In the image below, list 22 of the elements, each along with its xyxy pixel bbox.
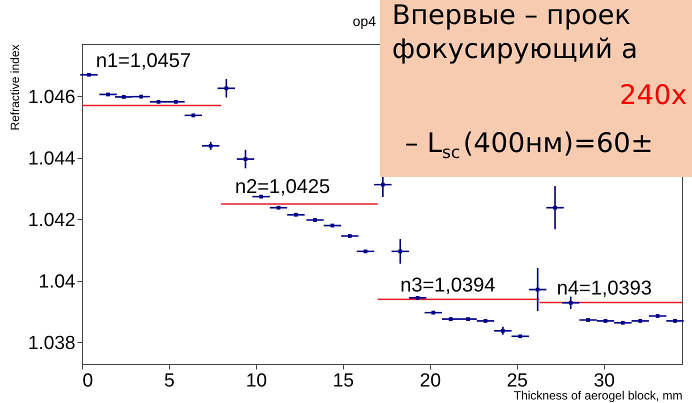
chart-title: op4 bbox=[352, 13, 376, 29]
annotation: фокусирующий а bbox=[392, 34, 638, 65]
annotation: n3=1,0394 bbox=[400, 274, 496, 296]
x-axis-title: Thickness of aerogel block, mm bbox=[514, 388, 682, 402]
y-tick-label: 1.042 bbox=[28, 210, 76, 231]
x-tick-label: 10 bbox=[246, 370, 267, 392]
text: Впервые – проек bbox=[392, 0, 631, 31]
annotation: n1=1,0457 bbox=[96, 50, 192, 72]
x-tick-label: 20 bbox=[420, 370, 441, 392]
x-tick-label: 25 bbox=[506, 370, 528, 392]
y-tick-label: 1.044 bbox=[28, 148, 76, 170]
x-tick-label: 15 bbox=[332, 370, 354, 392]
y-tick-label: 1.04 bbox=[38, 271, 76, 292]
x-tick-label: 5 bbox=[164, 370, 175, 392]
y-tick-label: 1.038 bbox=[28, 332, 76, 354]
y-axis-title: Refractive index bbox=[8, 44, 22, 131]
annotation: n4=1,0393 bbox=[556, 277, 652, 300]
annotation: 240х bbox=[619, 80, 688, 111]
x-tick-label: 0 bbox=[82, 370, 94, 392]
x-tick-label: 30 bbox=[594, 370, 615, 392]
y-tick-label: 1.046 bbox=[28, 86, 76, 108]
annotation: n2=1,0425 bbox=[235, 176, 330, 198]
